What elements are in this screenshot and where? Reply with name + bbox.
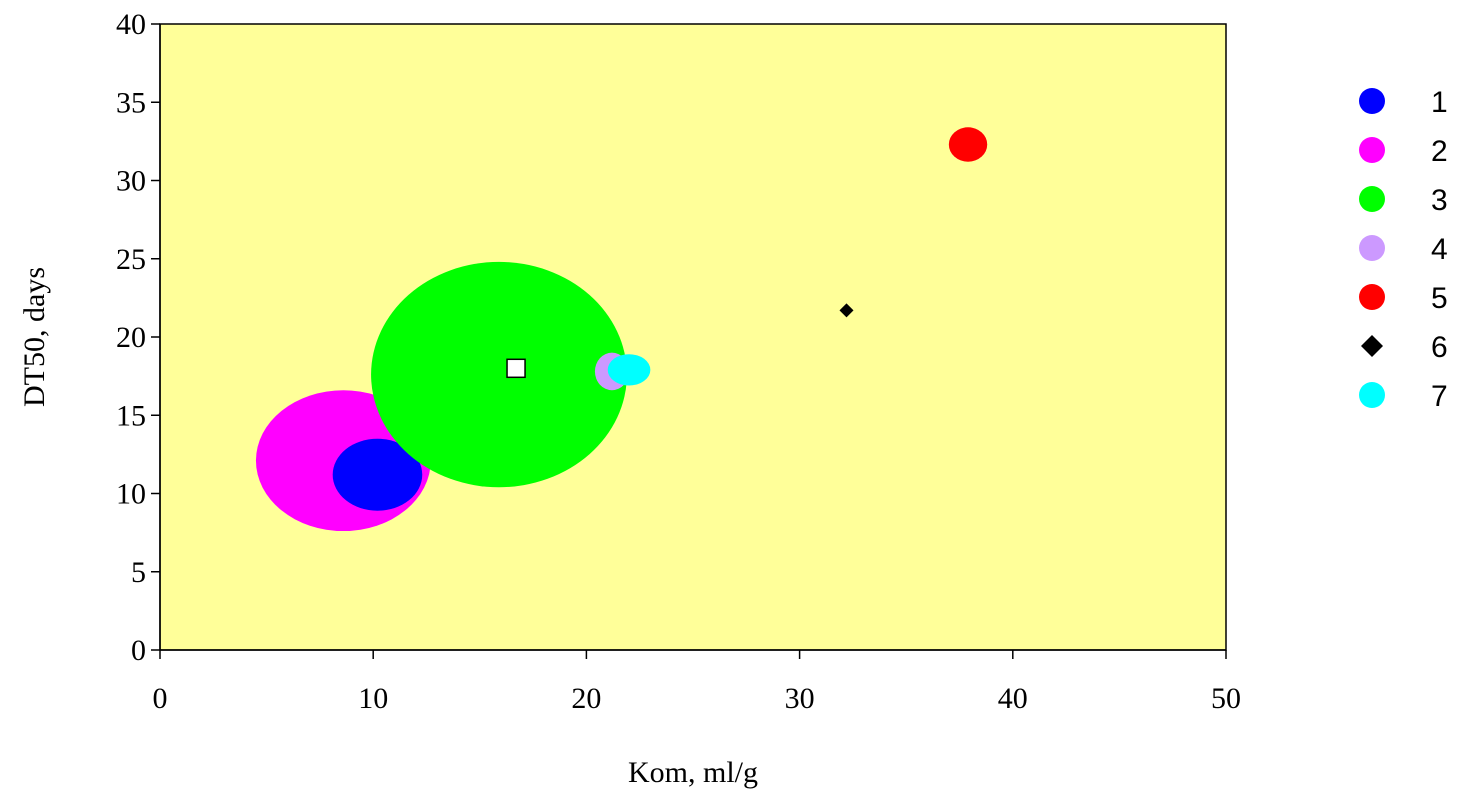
x-tick-label: 30 [785,682,815,715]
y-tick-label: 35 [116,86,146,119]
square-marker [506,358,526,379]
legend-item-7: 7 [1359,380,1448,413]
y-tick-label: 15 [116,399,146,432]
legend-marker [1359,186,1385,212]
marker-series-3 [371,261,627,488]
marker-series-6 [839,303,854,318]
y-tick-label: 20 [116,321,146,354]
legend-label: 3 [1431,184,1448,217]
legend-marker [1359,88,1385,114]
legend-label: 1 [1431,86,1448,119]
marker-series-1 [332,438,423,511]
legend-label: 6 [1431,331,1448,364]
plot-area [159,23,1227,651]
legend-item-6: 6 [1361,331,1448,364]
legend-item-5: 5 [1359,282,1448,315]
marker-series-5 [948,127,988,162]
marker-series-7 [607,354,651,386]
legend-item-2: 2 [1359,135,1448,168]
legend-label: 4 [1431,233,1448,266]
legend-label: 5 [1431,282,1448,315]
legend-label: 7 [1431,380,1448,413]
x-tick-label: 40 [998,682,1028,715]
x-tick-label: 50 [1211,682,1241,715]
y-tick-label: 10 [116,478,146,511]
x-tick-label: 0 [153,682,168,715]
legend-label: 2 [1431,135,1448,168]
legend-item-1: 1 [1359,86,1448,119]
axes: 0 10 20 30 40 50 0 5 10 15 20 25 30 35 40 [116,8,1241,715]
y-tick-label: 30 [116,165,146,198]
legend-marker [1359,235,1385,261]
x-tick-label: 10 [358,682,388,715]
y-tick-label: 5 [131,556,146,589]
legend-item-3: 3 [1359,184,1448,217]
legend-marker [1361,335,1383,357]
legend-marker [1359,382,1385,408]
legend-marker [1359,137,1385,163]
data-marks [255,127,988,532]
legend: 1 2 3 4 5 6 7 [1359,86,1448,413]
legend-item-4: 4 [1359,233,1448,266]
y-tick-label: 40 [116,8,146,41]
y-tick-label: 25 [116,243,146,276]
legend-marker [1359,284,1385,310]
x-axis-title: Kom, ml/g [628,756,758,789]
x-tick-label: 20 [571,682,601,715]
y-axis-title: DT50, days [18,267,51,407]
y-tick-label: 0 [131,634,146,667]
